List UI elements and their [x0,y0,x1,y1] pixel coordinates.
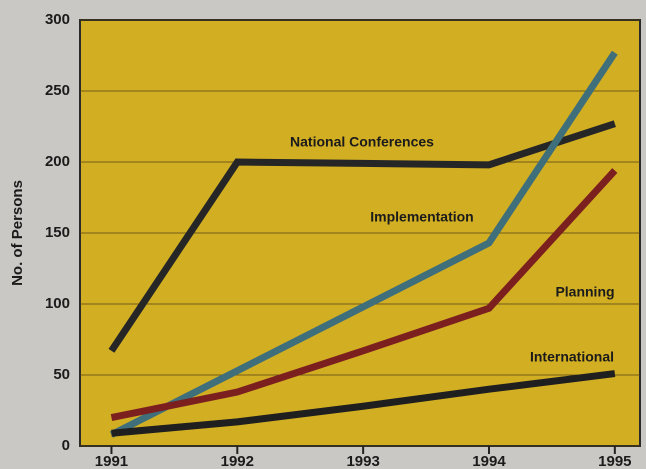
y-tick-label: 150 [45,224,70,241]
y-tick-label: 50 [53,366,70,383]
y-tick-label: 100 [45,295,70,312]
x-tick-label: 1994 [472,453,506,469]
y-tick-label: 250 [45,82,70,99]
y-tick-label: 300 [45,11,70,28]
y-tick-label: 0 [62,437,70,454]
x-tick-label: 1991 [95,453,128,469]
x-tick-label: 1992 [221,453,254,469]
x-tick-label: 1995 [598,453,631,469]
y-axis-label: No. of Persons [9,180,26,286]
series-line [111,370,616,437]
series-label: Planning [555,284,614,300]
series-line [109,50,618,438]
series-label: International [530,349,614,365]
series-line [110,168,618,422]
series-line [108,120,616,353]
series-label: National Conferences [290,134,434,150]
y-tick-label: 200 [45,153,70,170]
x-tick-label: 1993 [346,453,379,469]
series-label: Implementation [370,209,473,225]
